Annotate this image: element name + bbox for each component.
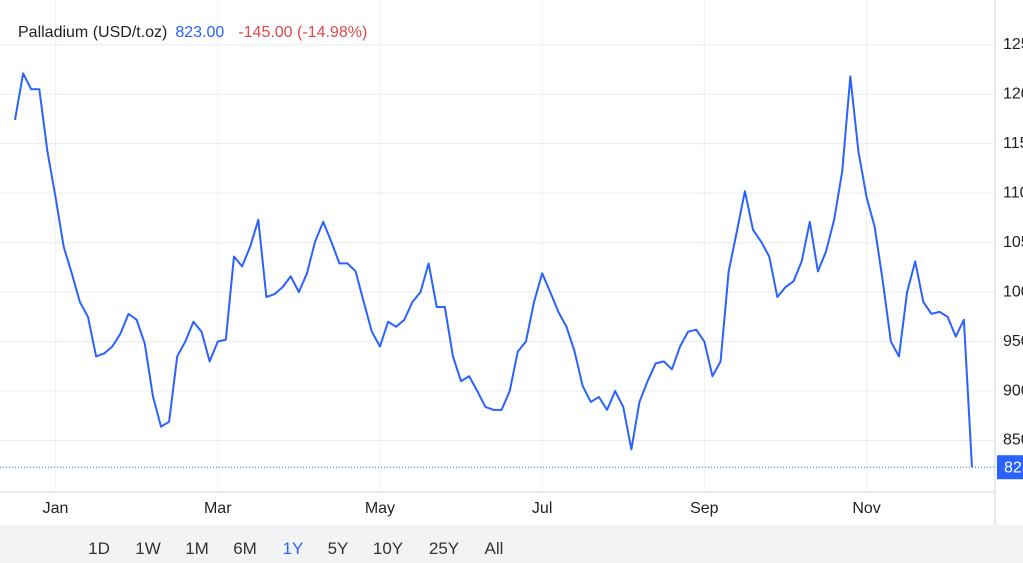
- range-button[interactable]: 1Y: [282, 539, 304, 558]
- change: -145.00 (-14.98%): [238, 24, 367, 41]
- y-tick-label: 1050: [1003, 234, 1023, 251]
- line-series: [14, 72, 973, 468]
- x-tick-label: Jul: [532, 500, 552, 517]
- last-value-box: [997, 455, 1023, 480]
- x-tick-label: Jan: [43, 500, 69, 517]
- x-tick-label: Sep: [690, 500, 719, 517]
- range-button[interactable]: All: [484, 539, 504, 558]
- last-value: 823.00: [175, 24, 224, 41]
- range-button[interactable]: 5Y: [327, 539, 349, 558]
- range-bar: 1D 1W 1M 6M 1Y 5Y 10Y 25Y All: [0, 525, 1023, 563]
- y-tick-label: 850: [1003, 432, 1023, 449]
- y-tick-label: 1200: [1003, 85, 1023, 102]
- y-tick-label: 1000: [1003, 283, 1023, 300]
- x-tick-label: May: [365, 500, 395, 517]
- y-tick-label: 1250: [1003, 36, 1023, 53]
- range-button[interactable]: 1W: [135, 539, 161, 558]
- y-tick-label: 950: [1003, 333, 1023, 350]
- range-button[interactable]: 10Y: [372, 539, 404, 558]
- x-tick-label: Mar: [204, 500, 232, 517]
- range-button[interactable]: 6M: [233, 539, 257, 558]
- range-button[interactable]: 25Y: [428, 539, 460, 558]
- chart: Nov Sep Jul May Mar Jan 1250 1200 1150 1100 1050 10…: [0, 0, 1023, 525]
- y-tick-label: 1100: [1003, 184, 1023, 201]
- x-tick-label: Nov: [852, 500, 880, 517]
- y-tick-label: 1150: [1003, 135, 1023, 152]
- range-button[interactable]: 1D: [88, 539, 110, 558]
- last-value-tag: 823: [1004, 459, 1023, 476]
- chart-title: Palladium (USD/t.oz): [18, 24, 167, 41]
- y-tick-label: 900: [1003, 382, 1023, 399]
- range-button[interactable]: 1M: [185, 539, 209, 558]
